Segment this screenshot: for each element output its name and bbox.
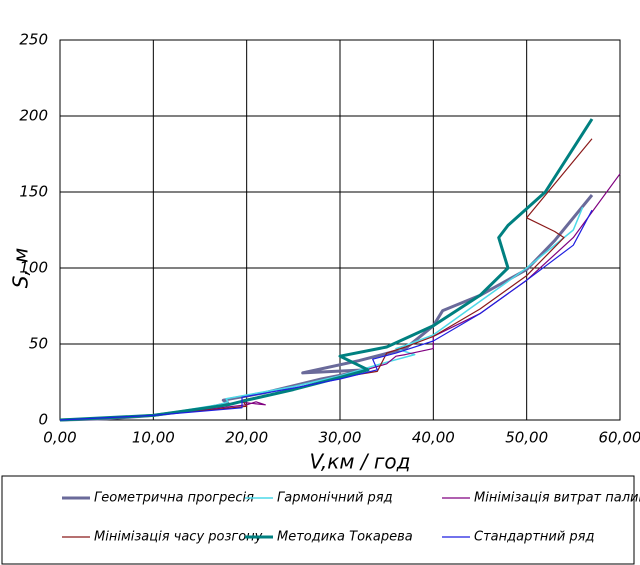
x-tick-label: 0,00 — [43, 429, 76, 447]
y-tick-label: 250 — [19, 31, 48, 49]
y-tick-label: 50 — [29, 335, 48, 353]
legend-label: Мінімізація часу розгону — [94, 530, 263, 545]
y-tick-label: 0 — [38, 411, 48, 429]
x-axis-label: V,км / год — [310, 450, 411, 474]
legend-label: Методика Токарева — [277, 530, 413, 545]
x-tick-label: 30,00 — [319, 429, 362, 447]
y-tick-label: 200 — [19, 107, 48, 125]
x-tick-label: 50,00 — [505, 429, 548, 447]
series-line — [59, 194, 594, 422]
series-line — [59, 206, 584, 421]
legend-label: Стандартний ряд — [474, 530, 595, 545]
x-tick-label: 60,00 — [599, 429, 640, 447]
x-tick-label: 20,00 — [225, 429, 268, 447]
x-tick-label: 10,00 — [132, 429, 175, 447]
legend-label: Мінімізація витрат палива — [474, 491, 640, 506]
y-tick-label: 100 — [19, 259, 48, 277]
x-tick-label: 40,00 — [412, 429, 455, 447]
series-line — [59, 209, 593, 421]
y-axis-label: S, м — [9, 248, 33, 289]
series-line — [59, 118, 594, 422]
series-line — [59, 138, 593, 421]
legend-label: Гармонічний ряд — [277, 491, 393, 506]
legend-frame — [1, 475, 635, 565]
y-tick-label: 150 — [19, 183, 48, 201]
legend-label: Геометрична прогресія — [94, 491, 254, 506]
